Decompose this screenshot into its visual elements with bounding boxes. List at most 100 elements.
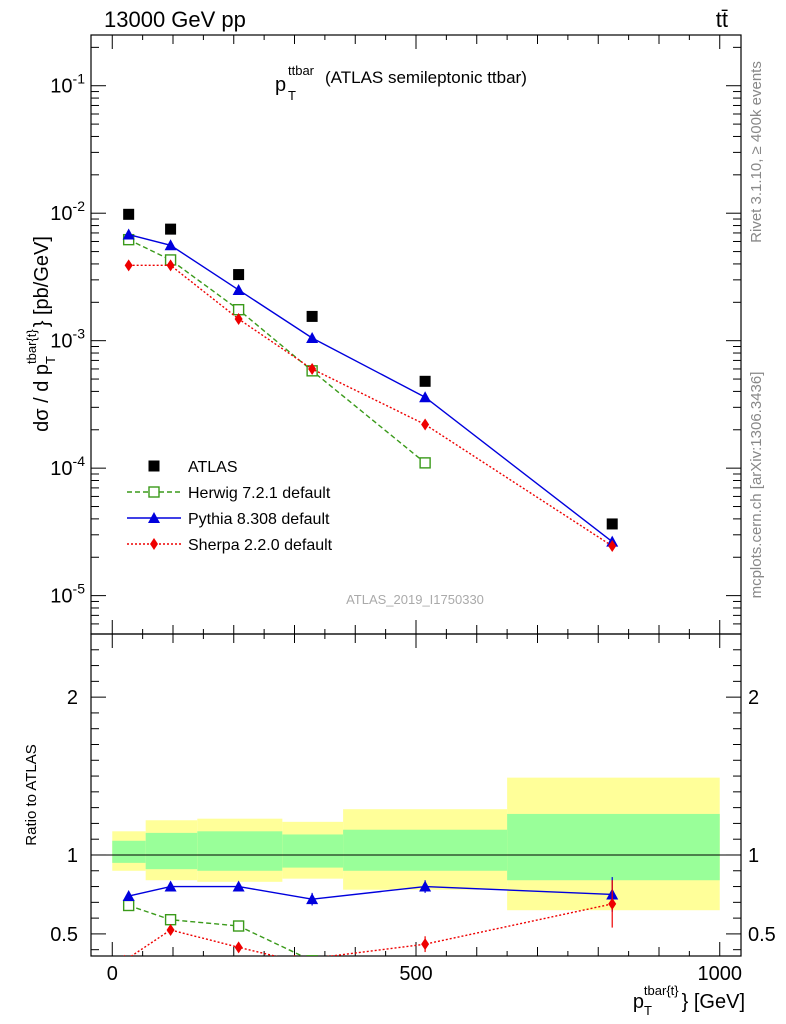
ytick-label-1e-1: 10-1 [50, 71, 85, 98]
main-series-data [123, 208, 618, 530]
mcplots-label: mcplots.cern.ch [arXiv:1306.3436] [748, 372, 765, 599]
band-inner-2 [197, 831, 283, 871]
band-inner-5 [507, 813, 720, 881]
legend: ATLAS Herwig 7.2.1 default Pythia 8.308 de… [127, 459, 333, 554]
analysis-id-label: ATLAS_2019_I1750330 [346, 592, 484, 607]
legend-marker-sherpa [150, 538, 158, 550]
legend-item-herwig: Herwig 7.2.1 default [127, 485, 331, 502]
main-point-herwig-4 [419, 457, 431, 469]
main-point-pythia-4 [419, 391, 432, 403]
rivet-version-label: Rivet 3.1.10, ≥ 400k events [748, 61, 765, 243]
main-point-pythia-3 [306, 331, 319, 343]
ratio-ytick-label-left-0.5: 0.5 [50, 924, 78, 946]
main-point-sherpa-5 [608, 540, 617, 553]
ratio-point-herwig-0 [122, 899, 135, 912]
main-point-data-2 [233, 269, 245, 281]
svg-text:dσ / d pTtbar{t}} [pb/GeV]: dσ / d pTtbar{t}} [pb/GeV] [24, 236, 58, 432]
main-plot-title: p T ttbar (ATLAS semileptonic ttbar) [275, 63, 527, 103]
xtick-label-500: 500 [399, 963, 432, 985]
legend-label-pythia: Pythia 8.308 default [188, 511, 330, 528]
title-description: (ATLAS semileptonic ttbar) [325, 68, 527, 87]
ytick-label-text-1e-5: 10-5 [50, 581, 85, 608]
title-subscript: T [288, 88, 296, 103]
ratio-point-pythia-1 [164, 880, 177, 892]
ratio-ytick-label-right-2: 2 [748, 687, 759, 709]
energy-label: 13000 GeV pp [104, 7, 246, 32]
main-ylabel: dσ / d pTtbar{t}} [pb/GeV] [24, 236, 58, 432]
main-point-data-1 [165, 223, 177, 235]
ytick-label-1e-3: 10-3 [50, 326, 85, 353]
ytick-label-1e-4: 10-4 [50, 453, 85, 480]
ratio-series-sherpa [123, 880, 617, 956]
main-panel: 10-5 10-4 10-3 10-2 10-1 [50, 34, 742, 635]
legend-label-sherpa: Sherpa 2.2.0 default [188, 537, 333, 554]
main-point-data-4 [419, 375, 431, 387]
title-superscript: ttbar [288, 63, 315, 78]
ratio-point-sherpa-3 [293, 954, 296, 956]
process-label: tt̄ [716, 7, 728, 32]
xtick-label-1000: 1000 [697, 963, 742, 985]
ratio-point-herwig-3 [306, 955, 318, 956]
ytick-label-text-1e-1: 10-1 [50, 71, 85, 98]
band-inner-4 [343, 829, 508, 871]
ratio-ylabel: Ratio to ATLAS [23, 744, 40, 845]
main-series-sherpa [124, 259, 617, 553]
main-point-pythia-0 [122, 228, 135, 240]
ratio-point-herwig-2 [232, 920, 245, 932]
ratio-line-pythia [128, 885, 613, 900]
ratio-point-pythia-0 [122, 890, 135, 902]
ratio-ytick-label-right-0.5: 0.5 [748, 924, 776, 946]
ratio-point-sherpa-1 [166, 923, 175, 936]
legend-label-data: ATLAS [188, 459, 238, 476]
main-line-pythia [128, 233, 613, 543]
ratio-ytick-label-left-2: 2 [67, 687, 78, 709]
legend-marker-data [148, 460, 160, 472]
ratio-point-sherpa-5 [608, 897, 617, 910]
main-point-sherpa-3 [308, 362, 317, 375]
svg-text:pTtbar{t}} [GeV]: pTtbar{t}} [GeV] [633, 983, 745, 1018]
main-point-data-5 [606, 518, 618, 530]
ratio-line-herwig [128, 904, 304, 956]
ytick-label-text-1e-3: 10-3 [50, 326, 85, 353]
title-symbol: p [275, 74, 286, 96]
main-point-sherpa-2 [234, 312, 243, 325]
main-line-sherpa [128, 264, 613, 547]
band-inner-3 [282, 834, 344, 868]
ytick-label-1e-5: 10-5 [50, 581, 85, 608]
main-point-pythia-2 [232, 283, 245, 295]
main-point-sherpa-1 [166, 259, 175, 272]
legend-item-sherpa: Sherpa 2.2.0 default [127, 537, 333, 554]
xlabel: pTtbar{t}} [GeV] [633, 983, 745, 1018]
ratio-series-herwig [122, 899, 318, 956]
band-inner-1 [145, 832, 198, 870]
legend-marker-pythia [148, 512, 160, 523]
legend-marker-herwig [148, 486, 160, 498]
ratio-point-pythia-3 [306, 893, 319, 905]
xtick-label-0: 0 [107, 963, 118, 985]
main-point-data-0 [123, 208, 135, 220]
ratio-ytick-label-right-1: 1 [748, 845, 759, 867]
ytick-label-text-1e-4: 10-4 [50, 453, 85, 480]
ratio-point-sherpa-2 [234, 941, 243, 954]
band-inner-0 [112, 840, 146, 863]
legend-label-herwig: Herwig 7.2.1 default [188, 485, 331, 502]
main-point-sherpa-0 [124, 259, 133, 272]
ytick-label-1e-2: 10-2 [50, 198, 85, 225]
ytick-label-text-1e-2: 10-2 [50, 198, 85, 225]
main-point-data-3 [306, 310, 318, 322]
ratio-point-pythia-2 [232, 880, 245, 892]
ratio-line-sherpa [130, 903, 613, 956]
legend-item-pythia: Pythia 8.308 default [127, 511, 330, 528]
ratio-panel: 0 500 1000 0.5 0.5 1 1 2 2 [50, 633, 776, 985]
ratio-point-sherpa-4 [421, 938, 430, 951]
legend-item-data: ATLAS [148, 459, 238, 476]
main-point-sherpa-4 [421, 418, 430, 431]
ratio-point-pythia-4 [419, 880, 432, 892]
ratio-ytick-label-left-1: 1 [67, 845, 78, 867]
main-series-pythia [122, 228, 619, 547]
ratio-point-sherpa-0 [123, 954, 126, 956]
main-line-herwig [128, 239, 426, 464]
main-point-pythia-1 [164, 239, 177, 251]
ratio-point-herwig-1 [164, 913, 177, 926]
